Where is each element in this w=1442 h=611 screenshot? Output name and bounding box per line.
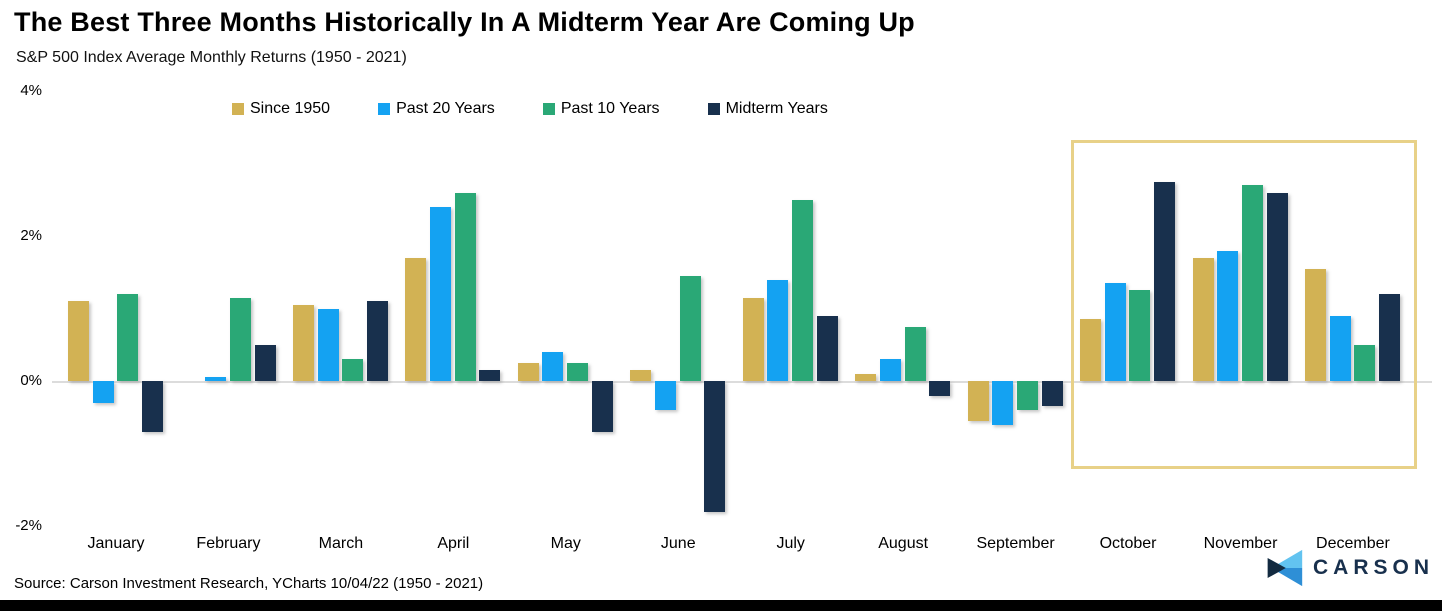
legend-label: Past 20 Years [396,100,495,117]
x-axis-label-august: August [878,535,929,552]
bar-august-midterm_years [929,381,951,396]
month-group-january [68,86,164,526]
bar-may-past_20_years [542,352,564,381]
carson-logo: CARSON [1264,549,1434,587]
month-group-may [517,86,614,526]
chart-legend: Since 1950 Past 20 Years Past 10 Years Midt… [232,100,828,118]
bar-january-past_10_years [117,294,139,381]
bar-april-past_10_years [454,192,476,381]
y-axis-tick-label: 4% [20,82,42,99]
bar-january-since_1950 [68,301,89,381]
bar-march-past_20_years [317,308,339,381]
month-group-december [1304,86,1401,526]
zero-gridline [52,381,1432,383]
x-axis-label-july: July [776,535,805,552]
bar-november-past_20_years [1217,250,1239,381]
y-axis-tick-label: 2% [20,227,42,244]
legend-label: Since 1950 [250,100,331,117]
month-group-april [405,86,501,526]
legend-item-since_1950: Since 1950 [232,100,330,118]
legend-item-midterm_years: Midterm Years [707,100,828,118]
bar-september-past_20_years [992,381,1014,425]
x-axis-label-january: January [87,535,145,552]
bar-october-past_20_years [1104,283,1126,381]
bar-december-since_1950 [1304,268,1326,381]
bar-january-past_20_years [92,381,114,403]
bar-october-midterm_years [1154,181,1176,381]
chart-subtitle: S&P 500 Index Average Monthly Returns (1… [16,49,407,66]
x-axis-label-march: March [318,535,364,552]
month-group-march [292,86,389,526]
bar-july-midterm_years [816,315,838,381]
plot-area: January February March April May June July Augu… [52,86,1436,566]
x-axis-label-may: May [550,535,581,552]
legend-item-past_10_years: Past 10 Years [542,100,660,118]
x-axis-label-october: October [1099,535,1157,552]
bar-july-since_1950 [742,297,764,381]
x-axis-label-february: February [196,535,261,552]
bar-may-since_1950 [517,362,539,381]
bar-february-past_20_years [205,377,227,381]
bar-september-midterm_years [1041,381,1063,407]
bar-july-past_10_years [792,199,814,381]
bar-april-midterm_years [479,370,501,381]
bar-december-past_20_years [1329,315,1351,381]
bar-november-since_1950 [1192,257,1214,381]
bar-november-midterm_years [1266,192,1288,381]
bar-november-past_10_years [1241,185,1263,381]
bar-march-midterm_years [366,301,388,381]
bar-march-past_10_years [342,359,364,381]
bar-august-since_1950 [855,373,877,381]
bar-september-since_1950 [967,381,989,421]
legend-swatch-icon [542,103,555,115]
bar-june-past_10_years [679,275,701,381]
legend-swatch-icon [707,103,720,115]
bar-august-past_20_years [879,359,901,381]
x-axis-label-june: June [660,535,696,552]
x-axis-label-april: April [437,535,470,552]
bar-march-since_1950 [292,304,314,381]
bar-june-past_20_years [654,381,676,410]
source-note: Source: Carson Investment Research, YCha… [14,575,484,592]
bar-september-past_10_years [1016,381,1038,410]
carson-logo-text: CARSON [1313,556,1435,579]
month-group-august [855,86,951,526]
y-axis-tick-label: -2% [15,517,42,534]
bar-january-midterm_years [142,381,164,432]
bar-october-since_1950 [1080,319,1102,381]
footer-bar [0,600,1442,611]
bar-october-past_10_years [1129,290,1151,381]
bar-february-midterm_years [254,344,276,381]
bar-may-midterm_years [591,381,613,432]
legend-label: Midterm Years [725,100,828,117]
highlight-box [1071,140,1417,469]
month-group-september [967,86,1064,526]
legend-label: Past 10 Years [560,100,660,117]
bar-april-since_1950 [405,257,427,381]
month-group-october [1080,86,1176,526]
y-axis-tick-label: 0% [20,372,42,389]
bar-december-past_10_years [1354,344,1376,381]
bar-may-past_10_years [567,362,589,381]
legend-item-past_20_years: Past 20 Years [378,100,495,118]
month-group-february [180,86,276,526]
bar-april-past_20_years [430,207,452,381]
legend-swatch-icon [378,103,391,115]
bar-july-past_20_years [767,279,789,381]
bar-december-midterm_years [1379,294,1401,381]
month-group-november [1192,86,1289,526]
page-title: The Best Three Months Historically In A … [14,7,915,37]
carson-logo-icon [1267,549,1303,587]
bar-february-past_10_years [229,297,251,381]
x-axis-label-november: November [1203,535,1278,552]
x-axis-label-september: September [976,535,1055,552]
bar-june-midterm_years [704,381,726,512]
month-group-july [742,86,839,526]
legend-swatch-icon [232,103,244,115]
x-axis-label-december: December [1316,535,1390,552]
bar-august-past_10_years [904,326,926,381]
bar-june-since_1950 [630,370,652,381]
month-group-june [630,86,726,526]
